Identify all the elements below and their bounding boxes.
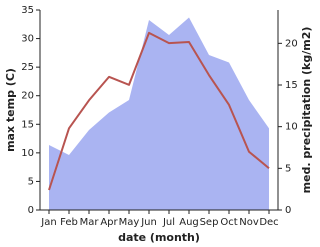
x-tick-label: May [119,217,140,228]
y2-tick-label: 10 [285,122,298,133]
temperature-line [48,31,270,191]
x-tick-label: Aug [179,217,199,228]
y-axis-label: max temp (C) [4,68,17,152]
x-tick-label: Feb [60,217,78,228]
x-tick-label: Jul [162,217,175,228]
y-tick-label: 20 [21,91,34,102]
y-tick-label: 30 [21,34,34,45]
y2-tick-label: 15 [285,80,298,91]
x-tick-label: Jun [140,217,157,228]
x-tick-label: Jan [40,217,56,228]
precipitation-area [49,17,269,210]
x-tick-label: Nov [239,217,259,228]
y2-tick-label: 5 [285,163,291,174]
y-tick-label: 10 [21,148,34,159]
y-tick-label: 0 [28,205,34,216]
y2-tick-label: 20 [285,38,298,49]
y-tick-label: 5 [28,176,34,187]
y-tick-label: 35 [21,5,34,16]
y2-tick-label: 0 [285,205,291,216]
x-axis-label: date (month) [118,231,200,244]
y-tick-label: 25 [21,62,34,73]
x-tick-label: Apr [100,217,118,228]
x-tick-label: Oct [220,217,237,228]
y2-axis-label: med. precipitation (kg/m2) [300,27,313,194]
x-tick-label: Mar [80,217,100,228]
x-tick-label: Dec [259,217,278,228]
y-tick-label: 15 [21,119,34,130]
x-tick-label: Sep [200,217,219,228]
